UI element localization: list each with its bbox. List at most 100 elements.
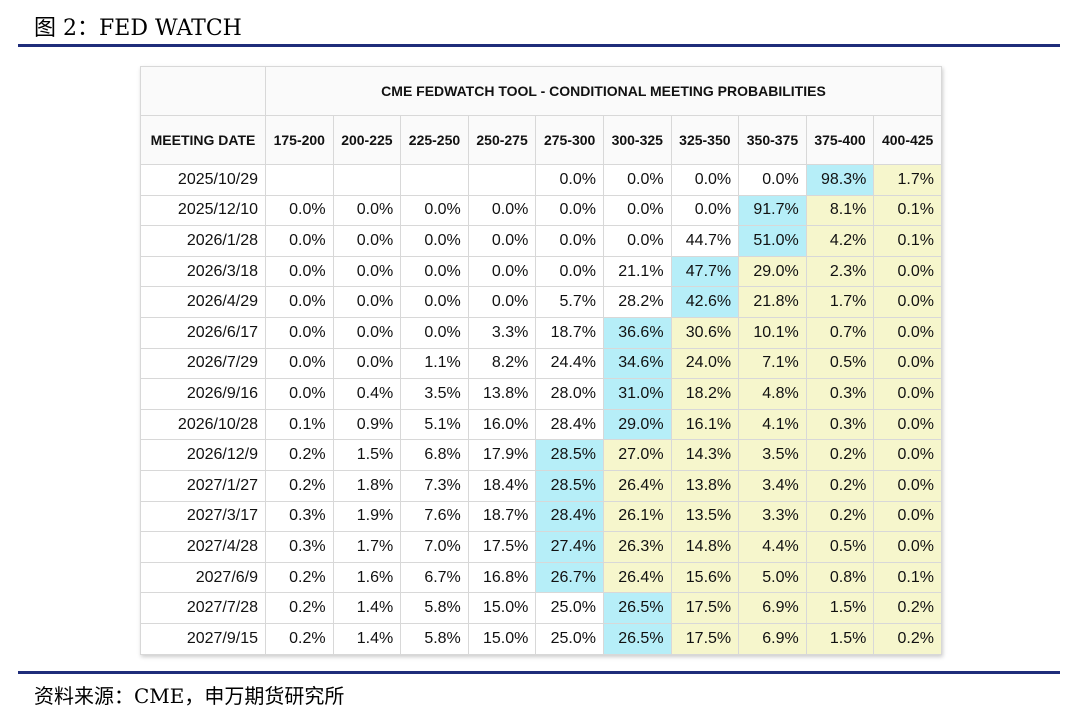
probability-cell: 0.0% [467,225,537,257]
probability-cell: 3.3% [738,500,807,533]
probability-cell: 0.0% [332,316,402,349]
probability-cell: 0.5% [805,347,875,380]
probability-cell: 0.0% [265,378,334,410]
probability-cell: 28.2% [602,286,672,318]
probability-cell: 5.8% [400,622,469,655]
probability-cell: 42.6% [670,286,740,318]
probability-cell: 0.0% [400,194,469,227]
probability-cell: 0.0% [467,194,537,227]
probability-cell: 2.3% [805,255,875,288]
probability-cell: 0.3% [805,378,875,410]
probability-cell: 28.4% [535,500,604,533]
probability-cell: 44.7% [670,225,740,257]
probability-cell: 0.2% [873,592,942,624]
probability-cell: 5.7% [535,286,604,318]
probability-cell: 0.0% [873,531,942,563]
probability-cell: 0.2% [265,561,334,594]
probability-cell: 31.0% [602,378,672,410]
rule [18,671,1060,674]
probability-cell: 0.0% [332,194,402,227]
probability-cell: 1.5% [332,439,402,471]
column-header: 325-350 [670,115,740,165]
probability-cell: 0.0% [873,500,942,533]
probability-cell: 0.0% [873,316,942,349]
table-row: 2026/6/17 0.0% 0.0% 0.0% 3.3% 18.7% 36.6% 30.6%… [140,316,942,349]
probability-cell: 26.5% [602,592,672,624]
probability-cell: 17.5% [467,531,537,563]
probability-cell: 29.0% [602,408,672,441]
probability-cell: 0.0% [535,225,604,257]
probability-cell: 18.7% [467,500,537,533]
table-row: 2027/1/27 0.2% 1.8% 7.3% 18.4% 28.5% 26.4% 13.8… [140,469,942,502]
probability-cell: 29.0% [738,255,807,288]
probability-cell: 0.0% [265,255,334,288]
probability-cell: 0.0% [400,286,469,318]
probability-cell: 0.2% [873,622,942,655]
probability-cell: 26.5% [602,622,672,655]
meeting-date: 2025/10/29 [140,164,266,196]
probability-cell: 18.7% [535,316,604,349]
probability-cell: 0.0% [602,194,672,227]
probability-cell: 25.0% [535,622,604,655]
empty-cell [265,164,334,196]
probability-cell: 28.0% [535,378,604,410]
meeting-date: 2026/1/28 [140,225,266,257]
probability-cell: 30.6% [670,316,740,349]
probability-cell: 0.0% [467,255,537,288]
probability-cell: 28.5% [535,469,604,502]
probability-cell: 0.4% [332,378,402,410]
probability-cell: 24.4% [535,347,604,380]
probability-cell: 0.2% [265,439,334,471]
probability-cell: 0.0% [670,194,740,227]
probability-cell: 1.7% [805,286,875,318]
probability-cell: 0.3% [265,500,334,533]
table-row: 2025/12/10 0.0% 0.0% 0.0% 0.0% 0.0% 0.0% 0.0% 91… [140,194,942,227]
probability-cell: 28.4% [535,408,604,441]
probability-cell: 0.2% [805,500,875,533]
column-header: 375-400 [805,115,875,165]
probability-cell: 0.0% [400,316,469,349]
probability-cell: 0.0% [332,225,402,257]
probability-cell: 0.0% [265,286,334,318]
probability-cell: 3.3% [467,316,537,349]
probability-cell: 0.2% [805,469,875,502]
meeting-date: 2025/12/10 [140,194,266,227]
probability-cell: 0.2% [265,469,334,502]
probability-cell: 0.0% [535,255,604,288]
probability-cell: 1.9% [332,500,402,533]
probability-cell: 0.0% [873,286,942,318]
probability-cell: 0.0% [535,164,604,196]
probability-cell: 4.2% [805,225,875,257]
probability-cell: 26.3% [602,531,672,563]
meeting-date: 2027/9/15 [140,622,266,655]
probability-cell: 25.0% [535,592,604,624]
column-header: 200-225 [332,115,402,165]
meeting-date: 2027/1/27 [140,469,266,502]
probability-cell: 0.0% [265,194,334,227]
probability-cell: 0.0% [535,194,604,227]
probability-cell: 1.5% [805,622,875,655]
probability-cell: 5.0% [738,561,807,594]
probability-cell: 17.5% [670,592,740,624]
probability-cell: 1.6% [332,561,402,594]
probability-cell: 0.0% [265,347,334,380]
probability-cell: 13.8% [670,469,740,502]
meeting-date: 2026/9/16 [140,378,266,410]
probability-cell: 5.8% [400,592,469,624]
table-row: 2025/10/29 0.0% 0.0% 0.0% 0.0% 98.3% 1.7% [140,164,942,196]
table-row: 2026/7/29 0.0% 0.0% 1.1% 8.2% 24.4% 34.6% 24.0%… [140,347,942,380]
probability-cell: 0.8% [805,561,875,594]
blank [140,66,266,116]
probability-cell: 5.1% [400,408,469,441]
probability-cell: 21.8% [738,286,807,318]
meeting-date: 2026/7/29 [140,347,266,380]
probability-cell: 0.0% [873,469,942,502]
header-row: MEETING DATE 175-200 200-225 225-250 250-275… [140,115,942,165]
probability-cell: 0.2% [265,622,334,655]
probability-cell: 10.1% [738,316,807,349]
probability-cell: 0.0% [873,255,942,288]
probability-cell: 0.3% [805,408,875,441]
probability-cell: 1.7% [332,531,402,563]
probability-cell: 0.0% [400,225,469,257]
